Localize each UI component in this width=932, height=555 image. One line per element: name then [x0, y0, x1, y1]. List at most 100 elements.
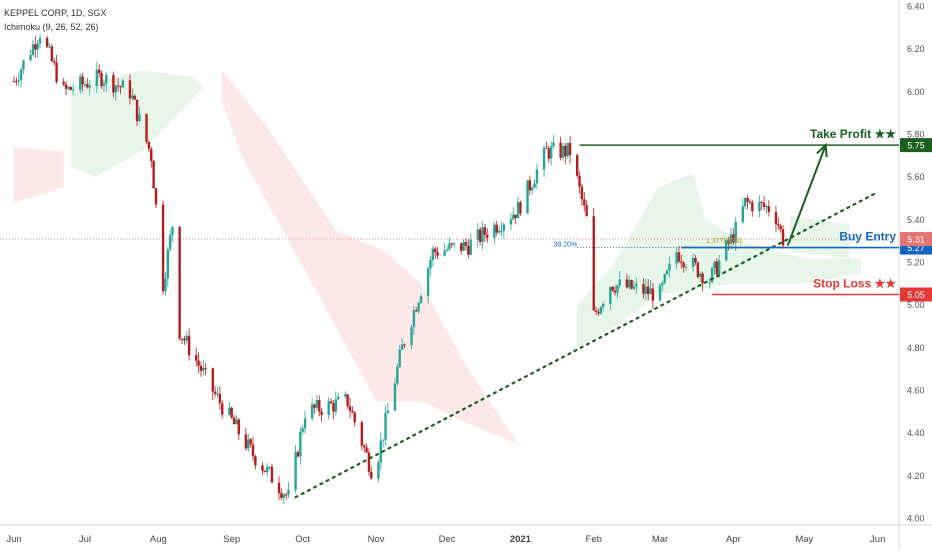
candle-body	[332, 403, 335, 412]
candle-body	[15, 81, 18, 83]
candle-body	[542, 147, 546, 170]
candle-body	[715, 261, 718, 275]
candle-body	[31, 44, 35, 55]
candle-body	[195, 355, 198, 361]
candle-body	[602, 303, 605, 308]
candle-body	[327, 401, 330, 415]
candle-body	[585, 205, 588, 217]
y-tick-label: 4.40	[907, 428, 925, 438]
candle-body	[545, 147, 548, 149]
candle-body	[166, 249, 170, 279]
candle-body	[599, 307, 603, 314]
candle-body	[360, 422, 364, 446]
candle-body	[261, 465, 264, 471]
candle-body	[675, 252, 678, 264]
candle-body	[265, 467, 269, 473]
candle-body	[694, 257, 697, 263]
candle-body	[363, 445, 366, 448]
candle-body	[680, 261, 683, 263]
candle-body	[400, 344, 404, 350]
candle-body	[403, 344, 406, 346]
candle-body	[351, 410, 354, 413]
candle-body	[282, 494, 285, 498]
ichimoku-cloud-bear	[14, 147, 64, 203]
candle-body	[710, 267, 714, 283]
candle-body	[727, 240, 730, 244]
candle-body	[187, 335, 191, 356]
last-price-value: 5.31	[907, 235, 925, 245]
candle-body	[762, 202, 766, 207]
candle-body	[751, 202, 754, 212]
candle-body	[628, 280, 631, 288]
candle-body	[128, 80, 132, 99]
candle-body	[235, 419, 238, 425]
candle-body	[665, 270, 669, 275]
candle-body	[483, 227, 487, 235]
candle-body	[296, 452, 300, 457]
candle-body	[618, 279, 621, 286]
candle-body	[533, 183, 536, 188]
candle-body	[450, 243, 453, 245]
candle-body	[237, 419, 240, 435]
candle-body	[677, 252, 681, 262]
candle-body	[748, 201, 752, 203]
candle-body	[462, 241, 465, 251]
candle-body	[767, 206, 771, 213]
candle-body	[116, 85, 120, 87]
candle-body	[386, 410, 390, 414]
candle-body	[102, 83, 106, 86]
candle-body	[426, 268, 430, 297]
candle-body	[519, 202, 522, 214]
candle-body	[204, 367, 207, 369]
candle-body	[216, 393, 219, 395]
candle-body	[699, 273, 702, 277]
candle-body	[552, 142, 555, 147]
candle-body	[81, 76, 84, 85]
candle-body	[765, 206, 768, 208]
candle-body	[611, 286, 614, 291]
candle-body	[379, 440, 382, 463]
candle-body	[164, 278, 167, 292]
candle-body	[500, 230, 503, 232]
y-tick-label: 4.60	[907, 386, 925, 396]
candle-body	[38, 37, 42, 44]
candle-body	[443, 250, 446, 256]
candle-body	[83, 84, 87, 86]
candle-body	[516, 202, 520, 218]
candle-body	[646, 286, 650, 294]
candle-body	[535, 169, 539, 184]
candle-body	[100, 73, 103, 86]
candle-body	[247, 439, 250, 449]
stop-loss-value: 5.05	[907, 290, 925, 300]
candle-body	[254, 456, 257, 466]
candle-body	[642, 283, 645, 294]
candle-body	[592, 216, 595, 311]
y-tick-label: 5.40	[907, 215, 925, 225]
last-price-badge	[900, 232, 932, 247]
candle-body	[393, 383, 397, 411]
candle-body	[658, 285, 662, 301]
candle-body	[746, 197, 749, 202]
candle-body	[213, 391, 217, 394]
candle-body	[36, 43, 39, 50]
candle-body	[244, 434, 248, 449]
candle-body	[609, 286, 612, 304]
candle-body	[547, 148, 550, 159]
y-tick-label: 4.20	[907, 471, 925, 481]
candle-body	[67, 86, 70, 89]
candle-body	[429, 259, 432, 269]
candle-body	[86, 84, 89, 88]
candle-body	[566, 142, 569, 157]
candle-body	[287, 489, 290, 495]
candle-body	[708, 282, 711, 284]
candle-body	[725, 240, 728, 261]
y-tick-label: 5.20	[907, 258, 925, 268]
ichimoku-cloud-bear	[222, 70, 518, 444]
candles	[12, 34, 785, 505]
candle-body	[17, 80, 20, 82]
candle-body	[481, 227, 484, 242]
stop-loss-badge	[900, 287, 932, 302]
buy-entry-value: 5.27	[907, 243, 925, 253]
